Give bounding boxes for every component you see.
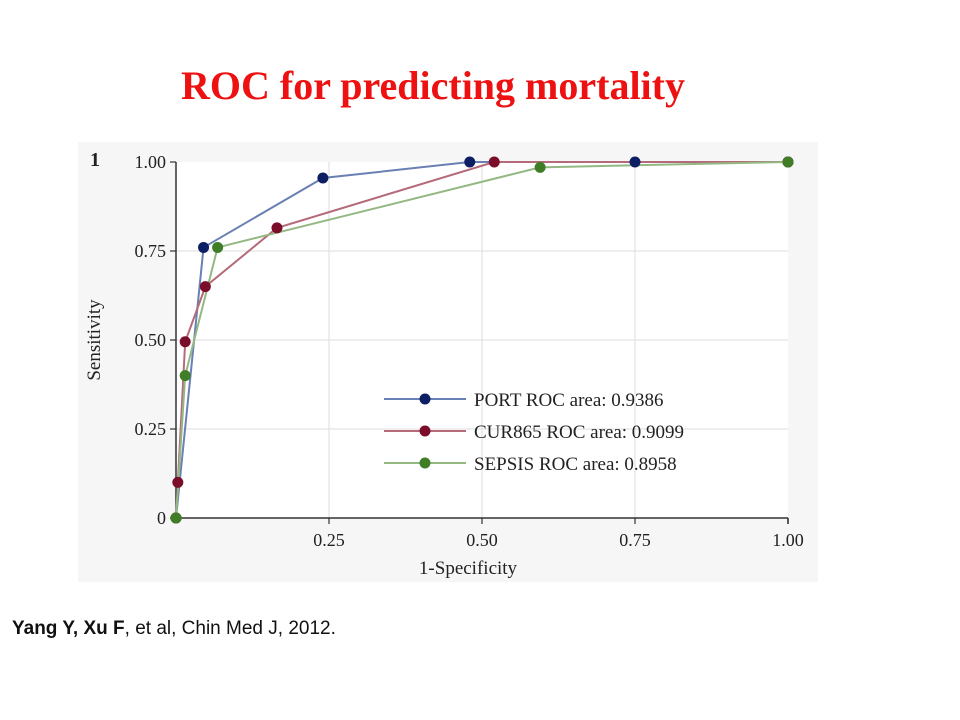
legend: PORT ROC area: 0.9386 CUR865 ROC area: 0.… [384,390,684,475]
x-tick-label: 0.25 [313,530,345,550]
data-point [629,156,641,168]
data-point [271,222,283,234]
data-point [317,172,329,184]
y-tick-label: 0.25 [135,419,167,439]
x-tick-label: 1.00 [772,530,804,550]
data-point [179,336,191,348]
legend-entry: SEPSIS ROC area: 0.8958 [474,454,677,475]
data-point [464,156,476,168]
legend-entry: PORT ROC area: 0.9386 [474,390,664,411]
data-point [179,370,191,382]
x-axis-label: 1-Specificity [419,558,518,579]
citation-source: , et al, Chin Med J, 2012. [124,618,336,639]
y-tick-label: 0 [157,508,166,528]
y-tick-label: 0.50 [135,330,167,350]
grid-lines [176,162,788,518]
data-point [488,156,500,168]
y-tick-label: 0.75 [135,241,167,261]
axes: 0.25 0.50 0.75 1.00 0 0.25 0.50 0.75 1.00 [135,152,804,550]
legend-marker [419,393,431,405]
series-group [170,156,794,524]
x-tick-label: 0.75 [619,530,651,550]
x-tick-label: 0.50 [466,530,498,550]
data-point [170,512,182,524]
data-point [534,161,546,173]
y-tick-label: 1.00 [135,152,167,172]
roc-chart: 1 0.25 0.50 0.75 1.00 0 0.25 0.50 0.75 1.00 PORT… [78,142,818,582]
legend-marker [419,457,431,469]
citation-authors: Yang Y, Xu F [12,618,125,639]
data-point [172,476,184,488]
panel-label: 1 [90,149,100,171]
slide-title: ROC for predicting mortality [180,63,685,108]
data-point [782,156,794,168]
legend-entry: CUR865 ROC area: 0.9099 [474,422,684,443]
data-point [199,281,211,293]
citation: Yang Y, Xu F, et al, Chin Med J, 2012. [12,618,336,640]
legend-marker [419,425,431,437]
data-point [198,241,210,253]
data-point [212,241,224,253]
y-axis-label: Sensitivity [84,299,105,381]
